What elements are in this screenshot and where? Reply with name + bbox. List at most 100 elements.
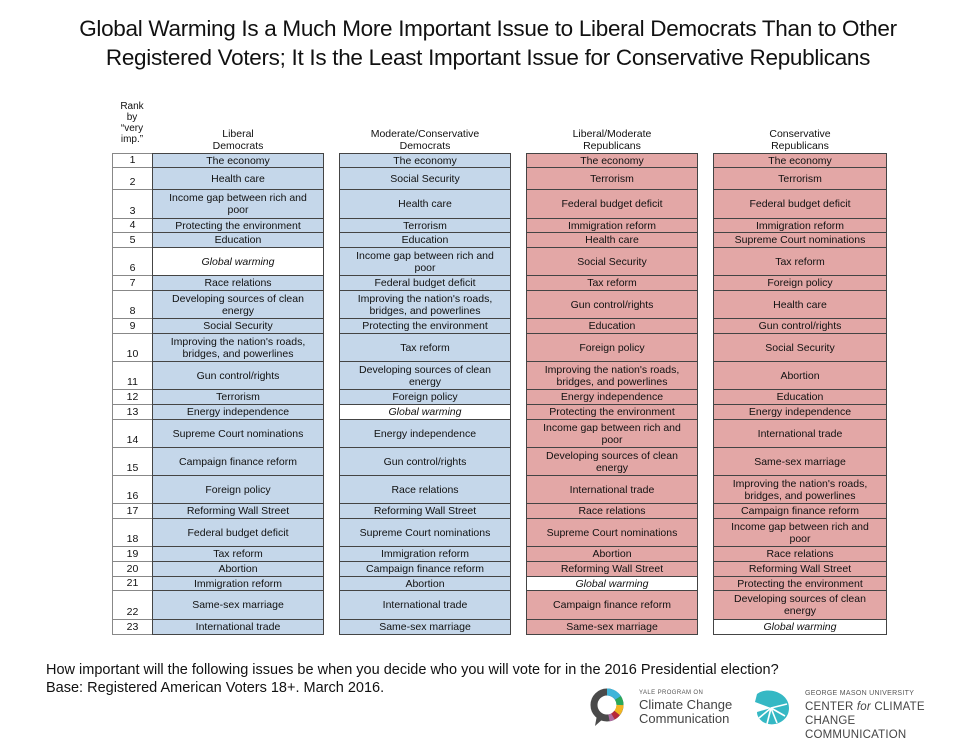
- rank-cell: 13: [112, 405, 153, 420]
- yale-logo-name: Climate Change Communication: [639, 698, 732, 726]
- issue-cell: Immigration reform: [526, 219, 698, 233]
- issue-cell: Energy independence: [713, 405, 887, 420]
- issue-cell: Health care: [526, 233, 698, 248]
- issue-cell: Education: [152, 233, 324, 248]
- issue-cell: Terrorism: [152, 390, 324, 405]
- rank-cell: 18: [112, 519, 153, 547]
- issue-cell: Reforming Wall Street: [713, 562, 887, 577]
- rank-cell: 4: [112, 219, 153, 233]
- issue-cell: Income gap between rich and poor: [339, 248, 511, 276]
- issue-cell: Gun control/rights: [526, 291, 698, 319]
- rank-cell: 2: [112, 168, 153, 190]
- issue-cell: Campaign finance reform: [713, 504, 887, 519]
- issue-cell: Same-sex marriage: [713, 448, 887, 476]
- issue-cell: Energy independence: [526, 390, 698, 405]
- issue-cell: Improving the nation's roads, bridges, a…: [526, 362, 698, 390]
- issue-cell: Developing sources of clean energy: [339, 362, 511, 390]
- issue-cell: The economy: [713, 153, 887, 168]
- column-header-line: Democrats: [212, 140, 264, 152]
- rank-cell: 22: [112, 591, 153, 620]
- rank-cell: 11: [112, 362, 153, 390]
- issue-cell: Foreign policy: [713, 276, 887, 291]
- rank-cell: 17: [112, 504, 153, 519]
- rank-header-line: “very: [120, 123, 144, 134]
- issue-cell: The economy: [339, 153, 511, 168]
- rank-header-line: by: [126, 112, 138, 123]
- rank-cell: 3: [112, 190, 153, 219]
- rank-cell: 12: [112, 390, 153, 405]
- issue-cell: Same-sex marriage: [152, 591, 324, 620]
- issue-cell: International trade: [152, 620, 324, 635]
- issue-cell: Protecting the environment: [339, 319, 511, 334]
- issue-cell: Reforming Wall Street: [339, 504, 511, 519]
- issue-cell: Education: [339, 233, 511, 248]
- rank-cell: 8: [112, 291, 153, 319]
- title-line-2: Registered Voters; It Is the Least Impor…: [105, 45, 871, 70]
- gmu-logo-small-text: GEORGE MASON UNIVERSITY: [805, 690, 915, 697]
- issue-cell: Developing sources of clean energy: [526, 448, 698, 476]
- issue-cell: International trade: [526, 476, 698, 504]
- yale-program-logo: YALE PROGRAM ON Climate Change Communica…: [589, 688, 739, 728]
- column-header-line: Conservative: [769, 128, 831, 140]
- issue-cell: International trade: [339, 591, 511, 620]
- issue-cell: Terrorism: [526, 168, 698, 190]
- issue-cell: Federal budget deficit: [526, 190, 698, 219]
- rank-cell: 21: [112, 577, 153, 591]
- column-header-line: Democrats: [399, 140, 451, 152]
- issue-cell: Foreign policy: [339, 390, 511, 405]
- chart-title: Global Warming Is a Much More Important …: [0, 14, 976, 72]
- title-line-1: Global Warming Is a Much More Important …: [79, 16, 897, 41]
- issue-cell: Same-sex marriage: [526, 620, 698, 635]
- yale-logo-small-text: YALE PROGRAM ON: [639, 690, 704, 696]
- gmu-logo-text: for: [856, 701, 871, 713]
- issue-cell: Foreign policy: [152, 476, 324, 504]
- issue-cell: Social Security: [339, 168, 511, 190]
- yale-logo-line: Climate Change: [639, 697, 733, 712]
- global-warming-cell: Global warming: [339, 405, 511, 420]
- rank-column-header: Rank by “very imp.”: [112, 101, 152, 145]
- rank-cell: 16: [112, 476, 153, 504]
- rank-cell: 23: [112, 620, 153, 635]
- rank-cell: 14: [112, 420, 153, 448]
- column-header-liberal-moderate-republicans: Liberal/Moderate Republicans: [526, 128, 698, 152]
- issue-cell: Protecting the environment: [713, 577, 887, 591]
- issue-cell: Federal budget deficit: [152, 519, 324, 547]
- issue-cell: Developing sources of clean energy: [713, 591, 887, 620]
- issue-cell: Reforming Wall Street: [152, 504, 324, 519]
- rank-cell: 20: [112, 562, 153, 577]
- rank-header-line: Rank: [120, 101, 144, 112]
- issue-cell: Supreme Court nominations: [339, 519, 511, 547]
- rank-cell: 1: [112, 153, 153, 168]
- issue-cell: Campaign finance reform: [152, 448, 324, 476]
- issue-cell: Foreign policy: [526, 334, 698, 362]
- issue-cell: Tax reform: [526, 276, 698, 291]
- issue-cell: Terrorism: [339, 219, 511, 233]
- column-header-line: Liberal: [222, 128, 254, 140]
- issue-cell: Protecting the environment: [526, 405, 698, 420]
- issue-cell: Income gap between rich and poor: [713, 519, 887, 547]
- issue-cell: International trade: [713, 420, 887, 448]
- issue-cell: Protecting the environment: [152, 219, 324, 233]
- issue-cell: Tax reform: [713, 248, 887, 276]
- issue-cell: Improving the nation's roads, bridges, a…: [339, 291, 511, 319]
- issue-cell: Supreme Court nominations: [526, 519, 698, 547]
- issue-cell: Supreme Court nominations: [713, 233, 887, 248]
- issue-cell: Abortion: [339, 577, 511, 591]
- global-warming-cell: Global warming: [526, 577, 698, 591]
- issue-cell: Tax reform: [339, 334, 511, 362]
- column-header-line: Republicans: [771, 140, 829, 152]
- issue-cell: The economy: [152, 153, 324, 168]
- gmu-logo-line: CENTER for CLIMATE CHANGE: [805, 700, 974, 728]
- issue-cell: Energy independence: [152, 405, 324, 420]
- issue-cell: Campaign finance reform: [339, 562, 511, 577]
- issue-cell: Tax reform: [152, 547, 324, 562]
- rank-cell: 5: [112, 233, 153, 248]
- issue-cell: Health care: [713, 291, 887, 319]
- gmu-logo-name: CENTER for CLIMATE CHANGE COMMUNICATION: [805, 700, 974, 742]
- issue-cell: Developing sources of clean energy: [152, 291, 324, 319]
- issue-cell: Health care: [152, 168, 324, 190]
- issue-cell: Terrorism: [713, 168, 887, 190]
- rank-cell: 15: [112, 448, 153, 476]
- issue-cell: Gun control/rights: [713, 319, 887, 334]
- issue-cell: Immigration reform: [152, 577, 324, 591]
